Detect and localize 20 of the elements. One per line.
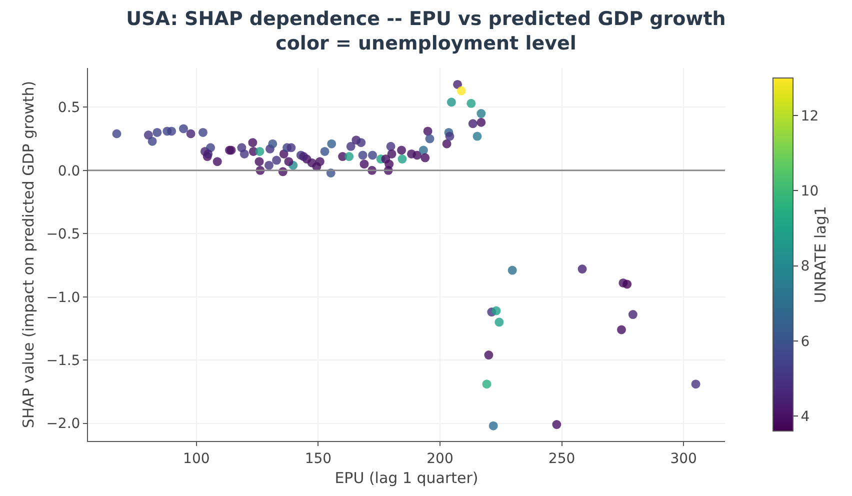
x-tick-label: 200 xyxy=(426,450,454,467)
y-tick-label: −2.0 xyxy=(46,416,80,432)
x-tick-label: 250 xyxy=(548,450,576,467)
color-bar-label: 10 xyxy=(800,184,819,200)
y-tick-label: 0.5 xyxy=(58,100,80,116)
color-bar-label: 12 xyxy=(800,108,819,124)
color-bar-label: 6 xyxy=(800,334,810,350)
x-tick-label: 300 xyxy=(670,450,697,467)
x-tick-label: 150 xyxy=(304,450,332,467)
chart-title: USA: SHAP dependence -- EPU vs predicted GDP growth color = unemployment level xyxy=(126,8,726,54)
x-tick-label: 100 xyxy=(183,450,210,467)
color-bar-label: 8 xyxy=(800,258,810,275)
y-tick-label: −1.0 xyxy=(46,290,80,306)
y-tick-label: −1.5 xyxy=(46,352,80,369)
y-tick-label: 0.0 xyxy=(58,163,80,180)
color-bar-title: UNRATE lag1 xyxy=(812,206,830,303)
y-axis-title: SHAP value (impact on predicted GDP growth) xyxy=(19,80,38,428)
color-bar-label: 4 xyxy=(800,408,810,425)
y-tick-label: −0.5 xyxy=(46,226,80,243)
x-axis-title: EPU (lag 1 quarter) xyxy=(334,468,478,487)
